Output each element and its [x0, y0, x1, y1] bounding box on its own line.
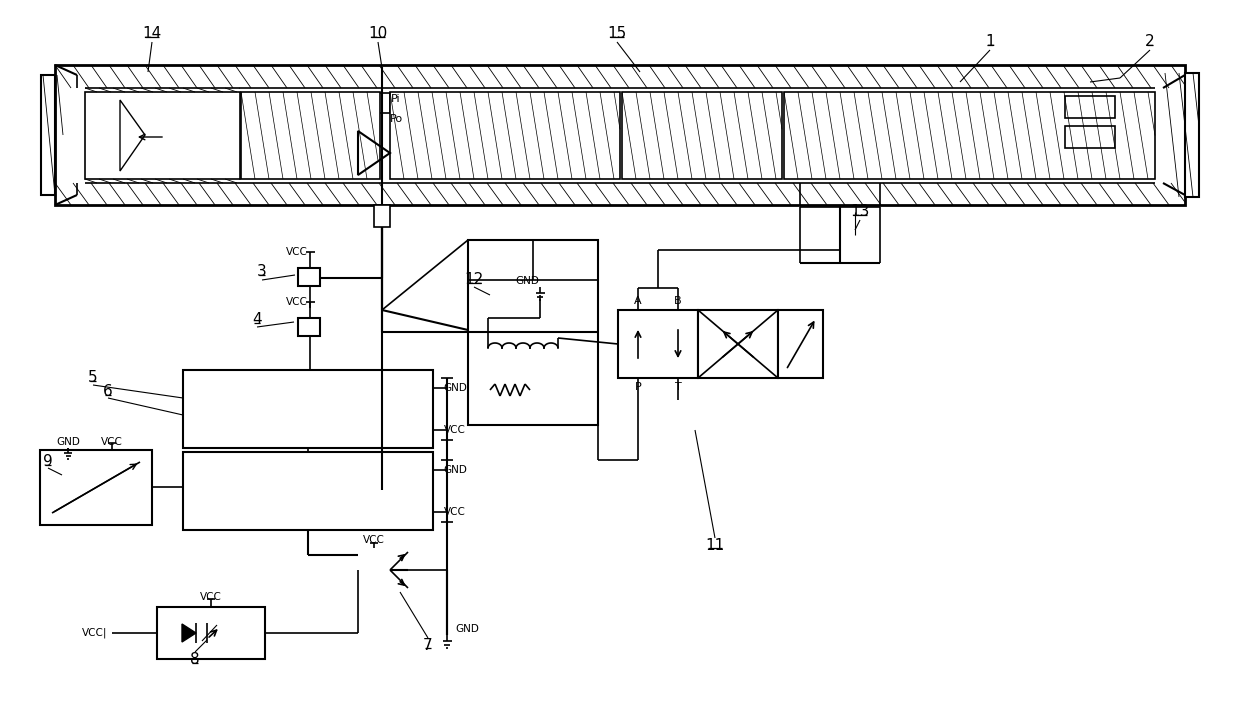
Text: 14: 14 — [143, 27, 161, 41]
Bar — [618, 310, 698, 378]
Bar — [1065, 96, 1115, 118]
Text: VCC: VCC — [286, 297, 308, 307]
Bar — [184, 370, 433, 448]
Text: VCC: VCC — [286, 247, 308, 257]
Bar — [777, 310, 823, 378]
Bar — [374, 205, 391, 227]
Text: 4: 4 — [252, 312, 262, 328]
Bar — [1065, 126, 1115, 148]
Bar — [391, 92, 620, 179]
Text: 12: 12 — [464, 273, 484, 288]
Bar — [55, 65, 1185, 205]
Text: VCC: VCC — [200, 592, 222, 602]
Text: B: B — [675, 296, 682, 306]
Bar — [157, 607, 265, 659]
Bar — [374, 93, 391, 113]
Text: T: T — [675, 382, 681, 392]
Text: 8: 8 — [190, 652, 200, 667]
Text: 10: 10 — [368, 27, 388, 41]
Text: A: A — [634, 296, 642, 306]
Bar — [698, 310, 777, 378]
Bar — [298, 268, 320, 286]
Text: VCC: VCC — [444, 425, 466, 435]
Text: 5: 5 — [88, 370, 98, 385]
Text: 13: 13 — [851, 205, 869, 220]
Bar — [298, 318, 320, 336]
Text: 11: 11 — [706, 537, 724, 552]
Text: VCC: VCC — [363, 535, 384, 545]
Text: VCC: VCC — [444, 507, 466, 517]
Text: VCC: VCC — [102, 437, 123, 447]
Bar — [86, 92, 241, 179]
Bar — [241, 92, 379, 179]
Text: GND: GND — [515, 276, 539, 286]
Text: 6: 6 — [103, 385, 113, 400]
Polygon shape — [182, 624, 196, 642]
Text: 15: 15 — [608, 27, 626, 41]
Text: GND: GND — [56, 437, 79, 447]
Text: 1: 1 — [986, 35, 994, 49]
Bar — [40, 450, 153, 525]
Text: P: P — [635, 382, 641, 392]
Text: GND: GND — [443, 465, 467, 475]
Text: 2: 2 — [1146, 35, 1154, 49]
Bar — [467, 240, 598, 425]
Text: GND: GND — [455, 624, 479, 634]
Text: 7: 7 — [423, 638, 433, 652]
Text: Pi: Pi — [391, 94, 401, 104]
Text: VCC|: VCC| — [82, 628, 108, 638]
Text: Po: Po — [389, 114, 403, 124]
Text: 3: 3 — [257, 265, 267, 280]
Bar — [184, 452, 433, 530]
Bar — [1185, 73, 1199, 197]
Text: GND: GND — [443, 383, 467, 393]
Bar — [41, 75, 55, 195]
Text: 9: 9 — [43, 455, 53, 469]
Bar — [784, 92, 1154, 179]
Bar — [622, 92, 782, 179]
